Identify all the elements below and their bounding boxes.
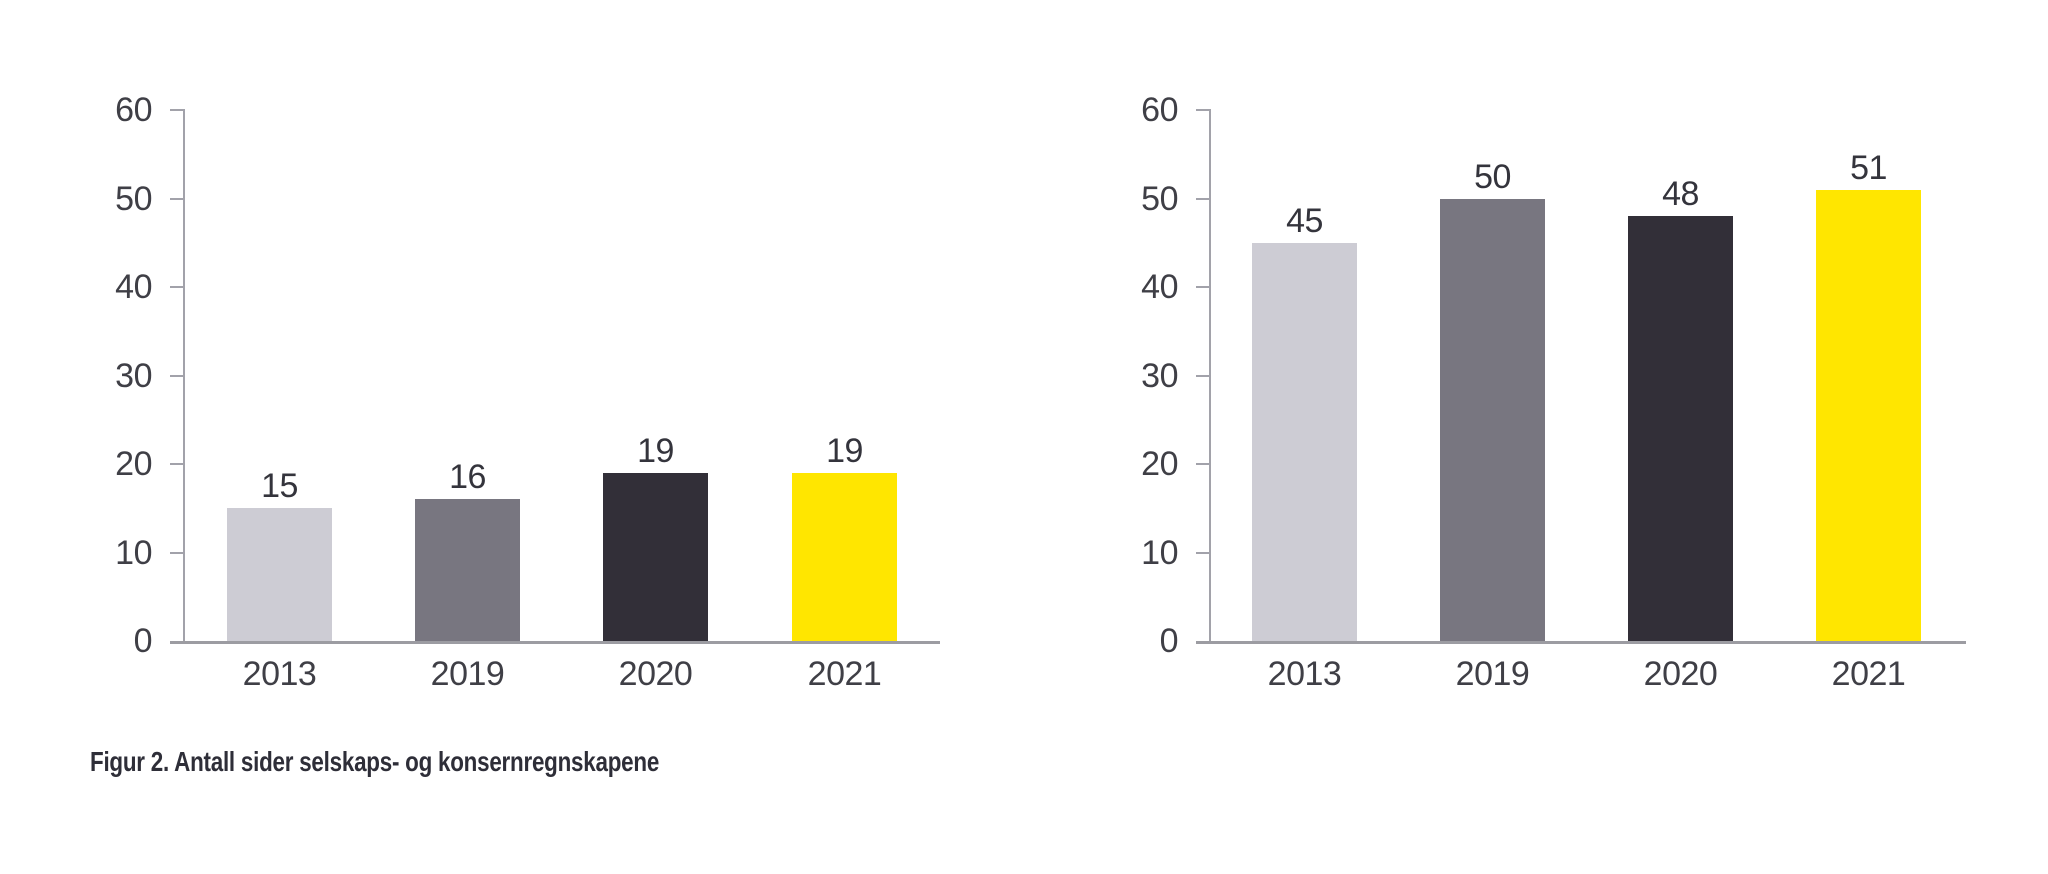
- y-axis-tick: [1196, 463, 1211, 465]
- x-axis-label-2021: 2021: [1831, 655, 1906, 693]
- y-axis-tick-label-60: 60: [1141, 91, 1178, 129]
- y-axis-tick-label-40: 40: [115, 268, 152, 306]
- y-axis-tick-label-30: 30: [1141, 356, 1178, 395]
- bar-2020: [603, 472, 708, 641]
- y-axis-tick: [1196, 109, 1211, 111]
- y-axis-tick: [170, 286, 185, 288]
- y-axis-tick-label-50: 50: [1141, 179, 1178, 218]
- y-axis-tick-label-50: 50: [115, 179, 152, 218]
- x-axis-label-2019: 2019: [430, 655, 505, 693]
- bar-2020: [1628, 216, 1733, 641]
- y-axis-tick-label-10: 10: [1141, 533, 1178, 572]
- bar-2019: [1440, 198, 1545, 641]
- y-axis-tick: [170, 109, 185, 111]
- y-axis-tick-label-20: 20: [1141, 445, 1178, 483]
- x-axis-label-2021: 2021: [807, 655, 882, 693]
- y-axis-tick: [170, 374, 185, 377]
- x-axis-line: [170, 641, 940, 644]
- y-axis-tick-label-60: 60: [115, 91, 152, 129]
- bar-value-label-2020: 19: [637, 431, 674, 470]
- figure-caption: Figur 2. Antall sider selskaps- og konse…: [90, 746, 660, 777]
- bar-2021: [792, 472, 897, 641]
- x-axis-label-2019: 2019: [1455, 655, 1530, 693]
- y-axis-tick-label-0: 0: [1159, 622, 1179, 660]
- x-axis-line: [1196, 641, 1966, 644]
- y-axis-tick-label-10: 10: [115, 533, 152, 572]
- y-axis-tick-label-40: 40: [1141, 268, 1178, 306]
- bar-2013: [227, 508, 332, 641]
- y-axis-tick: [170, 463, 185, 465]
- y-axis-tick: [1196, 286, 1211, 288]
- y-axis-tick: [170, 551, 185, 554]
- y-axis-tick: [1196, 551, 1211, 554]
- bar-value-label-2013: 15: [261, 467, 298, 506]
- y-axis-tick-label-30: 30: [115, 356, 152, 395]
- y-axis-tick: [170, 197, 185, 200]
- bar-2021: [1816, 189, 1921, 641]
- bar-value-label-2021: 19: [826, 431, 863, 470]
- y-axis-tick: [1196, 197, 1211, 200]
- bar-value-label-2013: 45: [1286, 201, 1323, 240]
- bar-value-label-2021: 51: [1850, 148, 1887, 187]
- x-axis-label-2020: 2020: [618, 655, 693, 693]
- bar-value-label-2019: 16: [449, 458, 486, 497]
- y-axis-tick-label-0: 0: [133, 622, 153, 660]
- x-axis-label-2013: 2013: [242, 655, 317, 693]
- y-axis-tick-label-20: 20: [115, 445, 152, 483]
- y-axis-tick: [1196, 374, 1211, 377]
- bar-value-label-2020: 48: [1662, 175, 1699, 214]
- x-axis-label-2013: 2013: [1267, 655, 1342, 693]
- bar-2013: [1252, 242, 1357, 641]
- bar-2019: [415, 499, 520, 641]
- bar-value-label-2019: 50: [1474, 157, 1511, 196]
- x-axis-label-2020: 2020: [1643, 655, 1718, 693]
